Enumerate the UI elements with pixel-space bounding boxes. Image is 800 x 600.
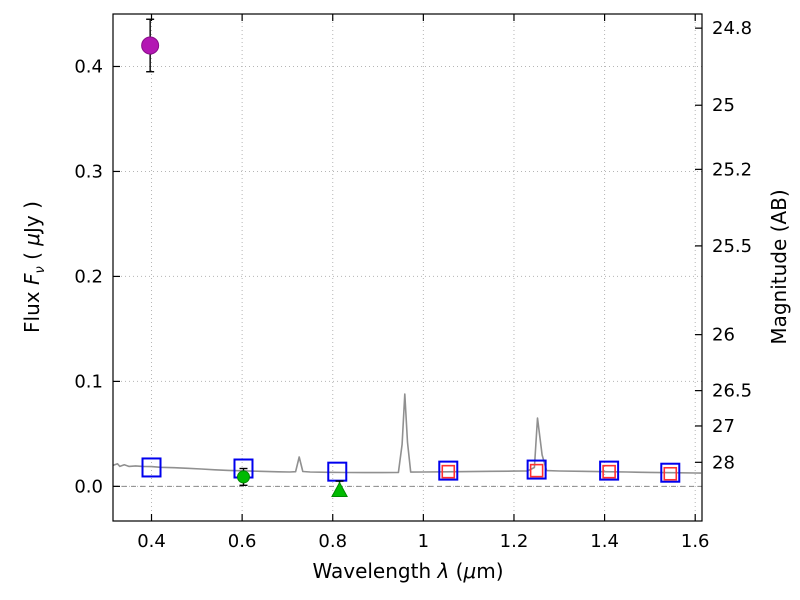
x-axis-label-text: Wavelength [312,559,438,583]
blue-open-square [141,457,162,478]
x-tick-label: 1.2 [500,531,529,552]
magnitude-tick-label: 25.2 [712,159,752,180]
y-axis-unit-open: ( [20,245,44,267]
mu-symbol-x: μ [463,559,477,583]
x-axis-unit-open: ( [449,559,464,583]
green-upper-limit-triangle [331,481,348,498]
magenta-photometry-point [141,36,160,55]
axes-frame [112,13,703,522]
x-tick-label: 0.4 [137,531,166,552]
mu-symbol-y: μ [20,232,44,246]
y-tick-label: 0.2 [74,266,103,287]
y-axis-label-text: Flux [20,285,44,333]
blue-open-square [599,460,620,481]
y-axis-unit-close: Jy ) [20,201,44,233]
magnitude-tick-label: 26 [712,325,735,346]
red-open-square [602,464,616,479]
nu-subscript: ν [33,266,48,274]
blue-open-square [438,460,459,481]
magnitude-tick-label: 25 [712,95,735,116]
blue-open-square [526,459,547,480]
green-photometry-point [236,470,250,484]
y-axis-label-right: Magnitude (AB) [767,189,791,345]
x-tick-label: 0.6 [228,531,257,552]
y-tick-label: 0.4 [74,56,103,77]
magnitude-tick-label: 24.8 [712,18,752,39]
x-tick-label: 1 [418,531,429,552]
y-tick-label: 0.0 [74,476,103,497]
x-axis-label: Wavelength λ (μm) [312,559,503,583]
y-tick-label: 0.3 [74,161,103,182]
magnitude-tick-label: 27 [712,416,735,437]
red-open-square [663,466,678,481]
x-tick-label: 0.8 [318,531,347,552]
x-tick-label: 1.6 [681,531,710,552]
y-tick-label: 0.1 [74,371,103,392]
x-axis-unit-close: m) [476,559,504,583]
magnitude-tick-label: 28 [712,452,735,473]
magnitude-tick-label: 25.5 [712,236,752,257]
y-axis-label-left: Flux Fν ( μJy ) [20,201,48,333]
magnitude-tick-label: 26.5 [712,381,752,402]
blue-open-square [660,462,681,483]
flux-symbol: F [20,273,44,286]
x-tick-label: 1.4 [590,531,619,552]
red-open-square [529,463,544,478]
red-open-square [441,464,456,479]
lambda-symbol: λ [437,559,450,583]
